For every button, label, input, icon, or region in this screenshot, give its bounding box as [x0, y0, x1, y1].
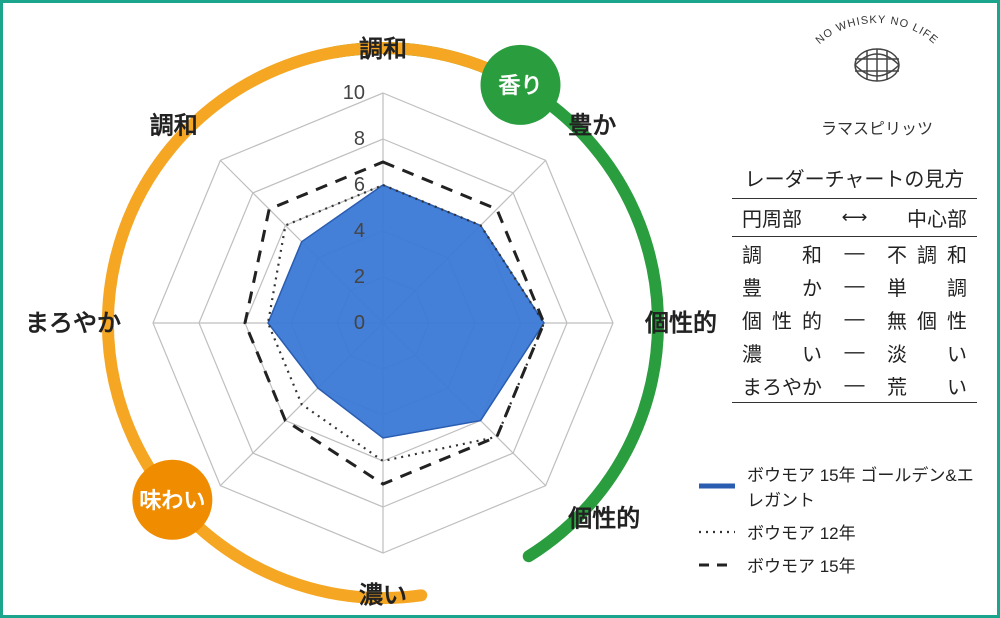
tick-label: 10 [343, 82, 365, 104]
axis-label: 豊か [568, 112, 616, 140]
svg-text:NO WHISKY NO LIFE: NO WHISKY NO LIFE [814, 14, 941, 47]
chart-frame: NO WHISKY NO LIFE ラマスピリッツ 0246810調和豊か個性的… [0, 0, 1000, 618]
tick-label: 0 [354, 312, 365, 334]
guide-title: レーダーチャートの見方 [732, 163, 977, 192]
guide-row-right: 無個性 [887, 305, 967, 334]
guide-row-right: 不調和 [887, 239, 967, 268]
guide-row: 調和 — 不調和 [732, 237, 977, 270]
guide-row-right: 単調 [887, 272, 967, 301]
brand-logo: NO WHISKY NO LIFE ラマスピリッツ [777, 13, 977, 139]
axis-label: 濃い [359, 582, 407, 609]
guide-row-left: 濃い [742, 338, 822, 367]
logo-subtitle: ラマスピリッツ [777, 115, 977, 139]
guide-row-dash: — [839, 242, 871, 265]
legend-label: ボウモア 12年 [747, 519, 856, 544]
axis-label: まろやか [25, 310, 121, 337]
guide-head-left: 円周部 [742, 203, 802, 232]
category-badge-label: 香り [498, 73, 542, 98]
guide-header: 円周部 ⟷ 中心部 [732, 199, 977, 237]
tick-label: 6 [354, 174, 365, 196]
radar-chart: 0246810調和豊か個性的個性的濃い豊かまろやか調和香り味わい [23, 13, 723, 611]
series-polygon [268, 185, 544, 438]
logo-arc-text: NO WHISKY NO LIFE [814, 14, 941, 47]
legend-swatch [697, 522, 737, 542]
chart-legend: ボウモア 15年 ゴールデン&エレガントボウモア 12年ボウモア 15年 [697, 453, 977, 585]
legend-item: ボウモア 15年 ゴールデン&エレガント [697, 461, 977, 511]
tick-label: 2 [354, 266, 365, 288]
legend-item: ボウモア 12年 [697, 519, 977, 544]
axis-label: 調和 [150, 112, 198, 140]
guide-row: 濃い — 淡い [732, 336, 977, 369]
legend-swatch [697, 476, 737, 496]
guide-row-dash: — [839, 308, 871, 331]
legend-item: ボウモア 15年 [697, 552, 977, 577]
category-badge-label: 味わい [139, 488, 205, 513]
guide-row: 豊か — 単調 [732, 270, 977, 303]
legend-swatch [697, 555, 737, 575]
guide-arrow-icon: ⟷ [842, 207, 868, 228]
guide-row: 個性的 — 無個性 [732, 303, 977, 336]
guide-row-left: まろやか [742, 371, 822, 400]
guide-panel: レーダーチャートの見方 円周部 ⟷ 中心部 調和 — 不調和豊か — 単調個性的 — 無個性… [732, 163, 977, 403]
guide-row-dash: — [839, 275, 871, 298]
guide-table: 円周部 ⟷ 中心部 調和 — 不調和豊か — 単調個性的 — 無個性濃い — 淡いまろやか — 荒い [732, 198, 977, 403]
guide-row-left: 豊か [742, 272, 822, 301]
guide-row-right: 淡い [887, 338, 967, 367]
guide-row-right: 荒い [887, 371, 967, 400]
guide-row-left: 調和 [742, 239, 822, 268]
guide-row-dash: — [839, 374, 871, 397]
tick-label: 4 [354, 220, 365, 242]
guide-head-right: 中心部 [907, 203, 967, 232]
legend-label: ボウモア 15年 ゴールデン&エレガント [747, 461, 977, 511]
guide-row: まろやか — 荒い [732, 369, 977, 402]
legend-label: ボウモア 15年 [747, 552, 856, 577]
axis-label: 個性的 [567, 504, 640, 532]
guide-row-dash: — [839, 341, 871, 364]
logo-svg: NO WHISKY NO LIFE [777, 13, 977, 108]
tick-label: 8 [354, 128, 365, 150]
axis-label: 調和 [359, 35, 407, 63]
axis-label: 個性的 [644, 309, 717, 337]
guide-row-left: 個性的 [742, 305, 822, 334]
